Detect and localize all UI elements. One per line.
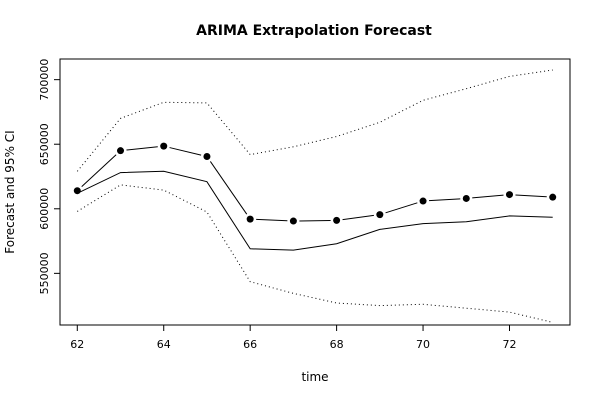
series-0-segment [385,202,418,214]
series-0-segment [429,198,461,202]
series-0-segment [515,194,547,198]
series-0-point [549,193,557,201]
series-0-point [462,194,470,202]
series-0 [73,142,557,225]
series-0-segment [256,218,288,222]
series-1 [77,170,553,251]
x-tick-label: 70 [416,338,430,351]
x-tick-label: 68 [330,338,344,351]
series-0-segment [169,147,202,156]
series-0-point [419,197,427,205]
series-0-point [333,216,341,224]
series-layer [73,69,557,323]
chart-title: ARIMA Extrapolation Forecast [196,23,432,39]
series-0-segment [342,214,374,221]
x-tick-label: 66 [243,338,257,351]
series-2-line [76,69,553,172]
series-0-point [117,147,125,155]
y-tick-label: 650000 [38,123,51,165]
y-axis-label: Forecast and 95% CI [3,130,17,253]
series-0-point [289,217,297,225]
y-tick-label: 600000 [38,188,51,230]
y-axis: 550000 600000 650000 700000 [38,59,61,294]
y-tick-label: 700000 [38,59,51,101]
x-tick-label: 64 [157,338,171,351]
series-0-segment [472,194,504,199]
series-3-line [77,184,553,323]
plot-area-frame [59,58,571,326]
series-0-segment [126,146,158,151]
x-tick-label: 62 [70,338,84,351]
x-axis-label: time [301,370,328,384]
series-0-segment [209,161,248,215]
series-1-line [77,170,553,251]
series-0-segment [81,154,117,187]
series-3 [77,184,553,323]
series-0-point [203,152,211,160]
y-tick-label: 550000 [38,252,51,294]
series-0-point [246,215,254,223]
x-axis: 62 64 66 68 70 72 [70,324,516,351]
x-tick-label: 72 [502,338,516,351]
series-0-point [505,191,513,199]
series-0-point [160,142,168,150]
series-2 [76,69,553,172]
series-0-point [376,211,384,219]
